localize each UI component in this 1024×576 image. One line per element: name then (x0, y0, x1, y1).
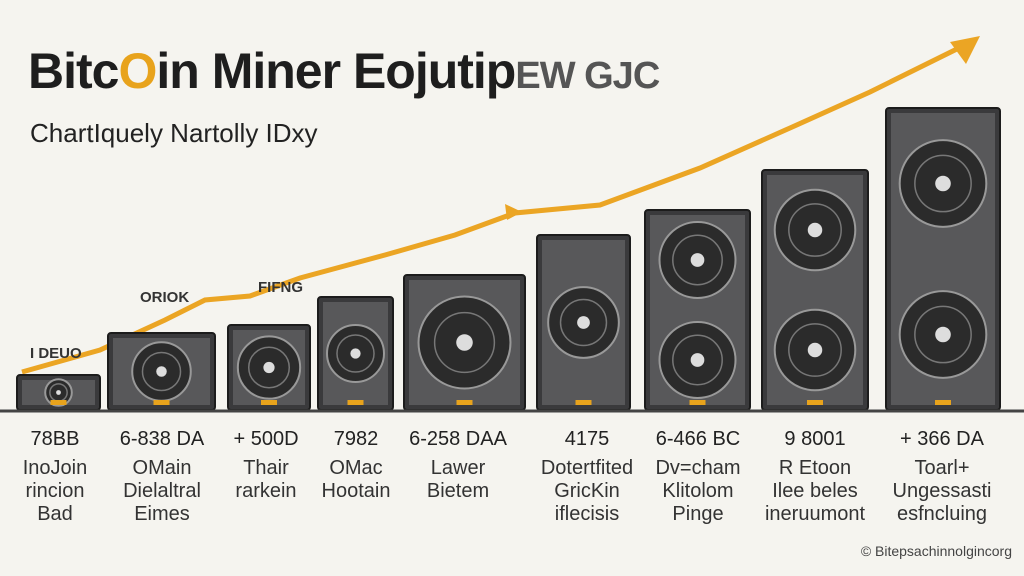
item-value: 6-838 DA (120, 428, 205, 450)
item-label: Dv=cham (655, 457, 740, 479)
fan-grill (559, 298, 608, 347)
status-light (935, 400, 951, 405)
item-label: GricKin (554, 480, 620, 502)
title: BitcOin Miner EojutipEW GJC (28, 43, 660, 99)
item-label: Eimes (134, 503, 190, 525)
item-label: R Etoon (779, 457, 851, 479)
item-value: 78BB (31, 428, 80, 450)
item-label: rincion (26, 480, 85, 502)
status-light (347, 400, 364, 405)
item-label: Ilee beles (772, 480, 858, 502)
item-label: rarkein (235, 480, 296, 502)
fan-hub (935, 326, 951, 343)
item-label: esfncluing (897, 503, 987, 525)
annotation: FIFNG (258, 279, 303, 296)
item-label: OMain (133, 457, 192, 479)
fan-hub (690, 353, 705, 367)
status-light (50, 400, 67, 405)
fan-grill (914, 154, 972, 213)
fan-grill (433, 311, 496, 374)
fan-grill (336, 334, 375, 373)
item-label: Bad (37, 503, 73, 525)
item-value: 6-258 DAA (409, 428, 507, 450)
item-value: 4175 (565, 428, 610, 450)
item-value: + 366 DA (900, 428, 985, 450)
item-value: 6-466 BC (656, 428, 741, 450)
status-light (456, 400, 473, 405)
fan-grill (141, 351, 182, 392)
item-label: Dielaltral (123, 480, 201, 502)
status-light (153, 400, 170, 405)
fan-grill (788, 323, 842, 377)
arrow-head (950, 36, 980, 64)
item-label: Toarl+ (914, 457, 969, 479)
fan-hub (577, 316, 590, 329)
fan-hub (56, 390, 61, 395)
item-label: InoJoin (23, 457, 88, 479)
item-label: Pinge (672, 503, 723, 525)
item-label: ineruumont (765, 503, 866, 525)
item-value: 9 8001 (784, 428, 845, 450)
arrow-head (505, 204, 522, 220)
item-value: 7982 (334, 428, 379, 450)
fan-grill (672, 334, 723, 386)
trend-arrow (21, 42, 967, 375)
subtitle: ChartIquely Nartolly IDxy (30, 118, 318, 148)
status-light (575, 400, 592, 405)
item-label: Klitolom (662, 480, 733, 502)
item-label: Bietem (427, 480, 489, 502)
fan-hub (456, 334, 473, 351)
fan-hub (935, 175, 951, 192)
fan-grill (247, 346, 291, 389)
status-light (807, 400, 823, 405)
fan-hub (350, 348, 361, 359)
fan-grill (914, 305, 972, 364)
fan-hub (807, 342, 823, 358)
fan-hub (263, 361, 275, 374)
annotation: I DEUO (30, 345, 82, 362)
item-label: Thair (243, 457, 289, 479)
item-label: Hootain (322, 480, 391, 502)
item-value: + 500D (233, 428, 298, 450)
item-label: iflecisis (555, 503, 619, 525)
item-label: OMac (329, 457, 382, 479)
miners (16, 107, 1001, 411)
annotation: ORIOK (140, 289, 189, 306)
item-label: Lawer (431, 457, 486, 479)
fan-hub (156, 366, 167, 377)
item-label: Dotertfited (541, 457, 633, 479)
fan-hub (690, 253, 705, 267)
status-light (689, 400, 706, 405)
item-label: Ungessasti (893, 480, 992, 502)
footer: © Bitepsachinnolgincorg (861, 543, 1012, 559)
fan-grill (788, 203, 842, 257)
fan-grill (672, 234, 723, 286)
status-light (261, 400, 277, 405)
fan-hub (807, 222, 823, 238)
